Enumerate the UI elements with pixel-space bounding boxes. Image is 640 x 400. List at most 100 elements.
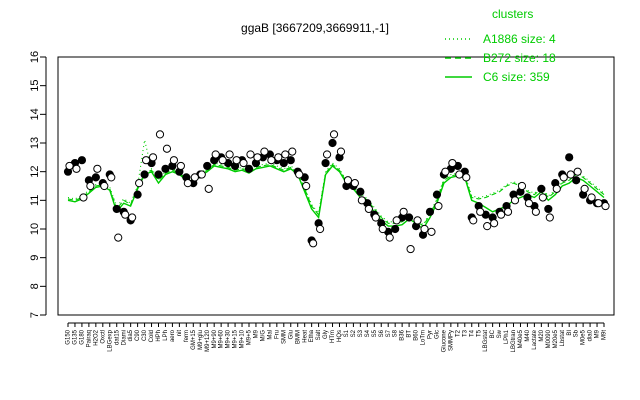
data-point-open [448,158,457,168]
x-tick-label: Salt [316,330,322,341]
data-point-open [274,153,283,162]
data-point-open [413,216,422,225]
data-point-open [309,239,318,248]
data-point-open [79,193,88,202]
legend-label: C6 size: 359 [483,70,550,84]
x-tick-label: Fru [274,330,280,339]
data-point-open [336,147,346,156]
data-point-open [524,199,534,208]
data-point-open [601,201,610,211]
data-point-open [559,173,568,182]
x-tick-label: M9+60 [219,329,225,348]
data-point-open [552,184,561,193]
data-point-open [128,213,137,222]
data-point-open [490,219,499,228]
y-tick-label: 9 [29,255,41,261]
x-tick-label: LBGexp [107,329,113,351]
y-tick-label: 15 [29,80,41,92]
x-tick-label: M9+5 [247,329,253,345]
data-point-open [288,147,297,156]
data-point-filled [286,156,295,165]
x-tick-label: LPh1 [504,329,510,344]
data-point-open [483,222,492,231]
data-point-open [190,173,199,182]
x-tick-label: Cold [149,330,155,342]
x-tick-label: SMMPy [448,330,454,351]
data-point-open [510,196,520,205]
data-point-open [239,158,248,168]
data-point-filled [391,224,400,234]
data-point-filled [140,170,149,179]
data-point-open [176,161,185,171]
data-point-open [253,153,262,162]
x-tick-label: LBGstat [483,330,489,352]
y-tick-label: 16 [29,51,41,63]
series-line [67,163,605,227]
x-tick-label: Diami [121,330,127,345]
x-tick-label: LoTm [421,330,427,345]
data-point-open [107,173,116,182]
y-tick-label: 7 [29,312,41,318]
data-point-open [517,181,527,191]
x-tick-label: M20 [539,329,545,341]
x-tick-label: S4 [365,329,371,337]
data-point-open [183,179,192,188]
x-axis: G150 G135 G180 Pairaq H2O2 Oxctl LBGexp dat15 Di… [66,322,608,352]
plot-frame [57,56,615,316]
data-point-open [406,244,415,254]
data-point-filled [565,153,574,162]
x-tick-label: Oxctl [100,330,106,344]
data-point-open [169,156,179,165]
x-tick-label: S7 [386,329,392,337]
x-tick-label: HPh [156,330,162,342]
x-tick-label: S2 [351,329,357,337]
data-point-open [455,170,464,179]
x-tick-label: Pairaq [86,330,92,347]
x-tick-label: M40 [525,329,531,341]
x-tick-label: LBGtran [511,330,517,352]
data-point-filled [321,158,330,168]
x-tick-label: LPh [163,330,169,341]
data-point-open [93,164,102,173]
data-point-filled [203,161,212,171]
data-point-filled [154,170,163,179]
y-axis: 7 8 9 10 11 12 13 14 15 16 [29,51,47,318]
x-tick-label: M/G [260,330,266,342]
x-tick-label: S1 [344,329,350,337]
x-tick-label: HQs [337,330,343,342]
data-point-open [545,213,554,222]
data-point-open [135,179,144,188]
data-point-open [148,153,158,162]
x-tick-label: C30 [142,329,148,341]
x-tick-label: M9+30 [226,329,232,348]
data-point-open [371,213,380,222]
data-point-open [329,130,339,139]
data-point-open [503,207,513,216]
x-tick-label: Heat [302,330,308,343]
x-tick-label: BT [407,330,413,338]
x-tick-label: Sw [497,329,503,338]
legend-label: B272 size: 18 [483,51,556,65]
x-tick-label: nit [177,330,183,337]
data-point-open [246,150,255,159]
data-point-open [141,156,151,165]
data-point-open [232,156,241,165]
data-point-filled [404,213,414,222]
data-point-open [65,161,74,171]
data-point-open [267,156,276,165]
data-point-open [260,147,269,156]
data-point-open [385,233,394,242]
x-tick-label: Etha [309,329,315,342]
x-tick-label: SMM [281,330,287,344]
data-point-filled [572,176,581,185]
x-tick-label: M0090 [546,329,552,348]
x-tick-label: M40e5 [518,329,524,348]
x-tick-label: T3 [462,329,468,337]
x-tick-label: BC [490,329,496,338]
x-tick-label: M9t [602,330,608,340]
chart-title: ggaB [3667209,3669911,-1] [241,21,389,35]
x-tick-label: C90 [135,329,141,341]
data-point-open [121,210,130,219]
x-tick-label: Sb [574,329,580,337]
